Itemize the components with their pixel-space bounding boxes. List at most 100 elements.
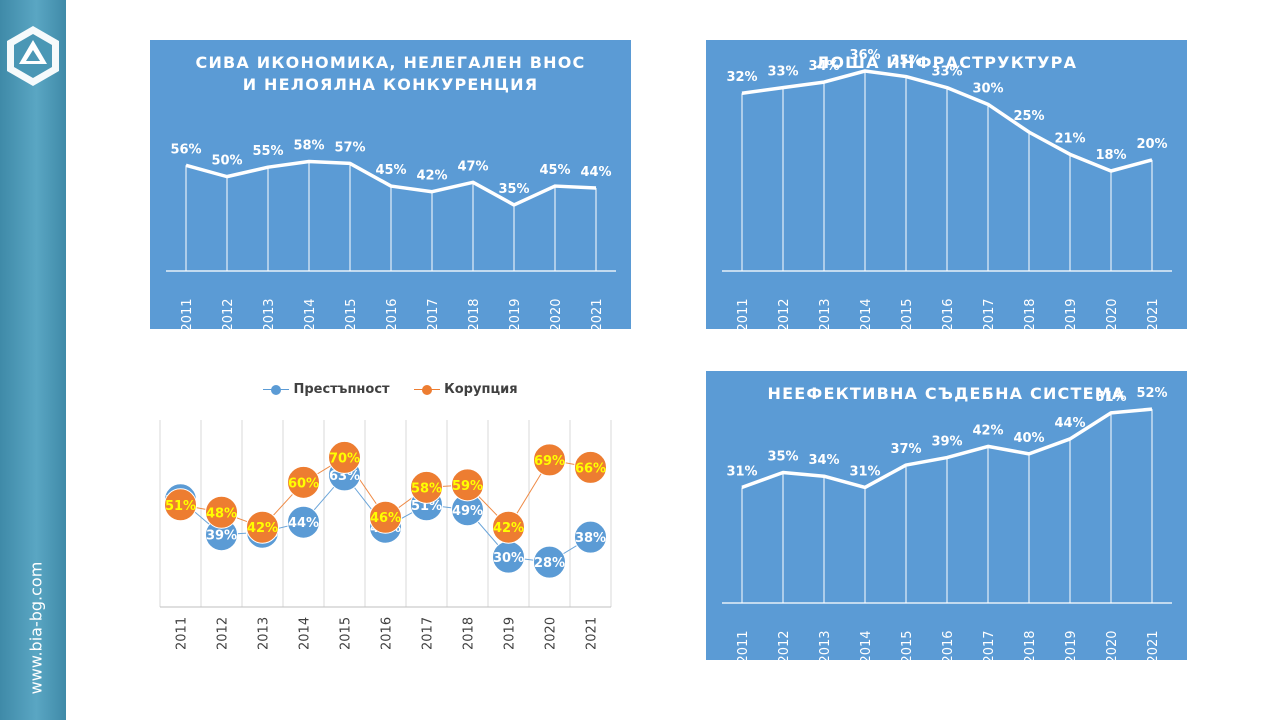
- data-label: 42%: [493, 521, 524, 536]
- x-tick-label: 2013: [262, 298, 277, 329]
- data-label: 36%: [849, 48, 880, 63]
- data-label: 42%: [416, 169, 447, 184]
- point-corruption[interactable]: 42%: [492, 510, 525, 544]
- data-label: 45%: [539, 163, 570, 178]
- point-corruption[interactable]: 42%: [246, 510, 279, 544]
- x-tick-label: 2011: [180, 298, 195, 329]
- point-corruption[interactable]: 58%: [410, 470, 443, 504]
- point-marker: [533, 443, 566, 477]
- point-marker: [287, 465, 320, 499]
- chart-grey-economy: 56% 50% 55% 58% 57% 45% 42% 47% 35% 45% 44% 2011 201…: [166, 139, 616, 329]
- data-label: 40%: [1013, 431, 1044, 446]
- legend-label-crime: Престъпност: [293, 382, 390, 397]
- point-crime[interactable]: 30%: [492, 540, 525, 574]
- chart-title-line-1: ЛОША ИНФРАСТРУКТУРА: [815, 53, 1078, 72]
- data-label: 50%: [211, 154, 242, 169]
- chart-title: НЕЕФЕКТИВНА СЪДЕБНА СИСТЕМА: [706, 383, 1187, 405]
- legend-item-crime[interactable]: Престъпност: [263, 382, 390, 397]
- data-label: 35%: [890, 54, 921, 69]
- point-corruption[interactable]: 69%: [533, 443, 566, 477]
- point-crime[interactable]: 44%: [287, 505, 320, 539]
- x-tick-label: 2016: [941, 298, 956, 329]
- chart-legend: Престъпност Корупция: [150, 382, 631, 400]
- point-corruption[interactable]: 70%: [328, 440, 361, 474]
- data-label: 34%: [808, 59, 839, 74]
- chart-panel-bad-infrastructure: 32% 33% 34% 36% 35% 33% 30% 25% 21% 18% 20% 2011 201…: [706, 40, 1187, 329]
- x-tick-label: 2017: [426, 298, 441, 329]
- data-label: 60%: [288, 476, 319, 491]
- x-tick-label: 2014: [303, 298, 318, 329]
- data-label: 51%: [411, 499, 442, 514]
- point-crime[interactable]: 39%: [205, 518, 238, 552]
- point-corruption[interactable]: 60%: [287, 465, 320, 499]
- x-tick-label: 2015: [344, 298, 359, 329]
- point-marker: [533, 545, 566, 579]
- x-tick-label: 2015: [339, 617, 354, 650]
- x-tick-label: 2016: [380, 617, 395, 650]
- chart-crime-corruption: 53%39%40%44%63%42%51%49%30%28%38%51%48%4…: [159, 420, 612, 650]
- data-label: 58%: [293, 139, 324, 154]
- series-line: [741, 407, 1153, 490]
- x-tick-label: 2020: [544, 617, 559, 650]
- x-tick-label: 2021: [1146, 630, 1161, 660]
- data-label: 49%: [452, 504, 483, 519]
- x-tick-label: 2013: [818, 298, 833, 329]
- data-label: 39%: [931, 435, 962, 450]
- x-tick-label: 2019: [1064, 298, 1079, 329]
- data-label: 33%: [931, 65, 962, 80]
- series-line: [185, 159, 597, 207]
- data-label: 18%: [1095, 148, 1126, 163]
- x-tick-label: 2020: [1105, 298, 1120, 329]
- point-corruption[interactable]: 46%: [369, 500, 402, 534]
- data-label: 42%: [972, 423, 1003, 438]
- chart-panel-court-system: 31% 35% 34% 31% 37% 39% 42% 40% 44% 51% 52% 2011 201…: [706, 371, 1187, 660]
- chart-title-line-1: НЕЕФЕКТИВНА СЪДЕБНА СИСТЕМА: [767, 384, 1126, 403]
- data-label: 30%: [972, 81, 1003, 96]
- x-tick-label: 2021: [590, 298, 605, 329]
- x-tick-label: 2011: [736, 298, 751, 329]
- point-crime[interactable]: 49%: [451, 493, 484, 527]
- x-tick-label: 2017: [982, 630, 997, 660]
- point-marker: [574, 520, 607, 554]
- x-tick-label: 2021: [1146, 298, 1161, 329]
- point-corruption[interactable]: 48%: [205, 495, 238, 529]
- data-label: 59%: [452, 479, 483, 494]
- data-label: 44%: [580, 165, 611, 180]
- data-label: 35%: [767, 450, 798, 465]
- point-corruption[interactable]: 66%: [574, 450, 607, 484]
- point-marker: [574, 450, 607, 484]
- data-label: 51%: [165, 499, 196, 514]
- x-tick-label: 2018: [1023, 630, 1038, 660]
- data-label: 25%: [1013, 109, 1044, 124]
- point-crime[interactable]: 38%: [574, 520, 607, 554]
- x-tick-label: 2014: [859, 630, 874, 660]
- data-label: 21%: [1054, 131, 1085, 146]
- data-label: 58%: [411, 481, 442, 496]
- legend-marker-corruption: [414, 384, 441, 396]
- bia-hexagon-logo-icon[interactable]: [4, 24, 62, 88]
- point-marker: [287, 505, 320, 539]
- data-label: 66%: [575, 461, 606, 476]
- data-label: 31%: [726, 464, 757, 479]
- data-label: 42%: [247, 521, 278, 536]
- series-line: [741, 69, 1153, 173]
- chart-panel-crime-corruption: 53%39%40%44%63%42%51%49%30%28%38%51%48%4…: [150, 374, 631, 664]
- x-tick-label: 2015: [900, 298, 915, 329]
- point-marker: [369, 500, 402, 534]
- data-label: 70%: [329, 451, 360, 466]
- point-corruption[interactable]: 51%: [164, 488, 197, 522]
- point-corruption[interactable]: 59%: [451, 468, 484, 502]
- point-crime[interactable]: 28%: [533, 545, 566, 579]
- data-label: 30%: [493, 551, 524, 566]
- chart-title: СИВА ИКОНОМИКА, НЕЛЕГАЛЕН ВНОС И НЕЛОЯЛН…: [150, 52, 631, 96]
- x-tick-label: 2018: [467, 298, 482, 329]
- data-label: 45%: [375, 163, 406, 178]
- x-tick-label: 2011: [175, 617, 190, 650]
- x-tick-label: 2019: [508, 298, 523, 329]
- x-tick-label: 2020: [1105, 630, 1120, 660]
- data-label: 52%: [1136, 386, 1167, 401]
- site-url[interactable]: www.bia-bg.com: [26, 561, 46, 695]
- legend-item-corruption[interactable]: Корупция: [414, 382, 518, 397]
- data-label: 37%: [890, 442, 921, 457]
- data-label: 56%: [170, 142, 201, 157]
